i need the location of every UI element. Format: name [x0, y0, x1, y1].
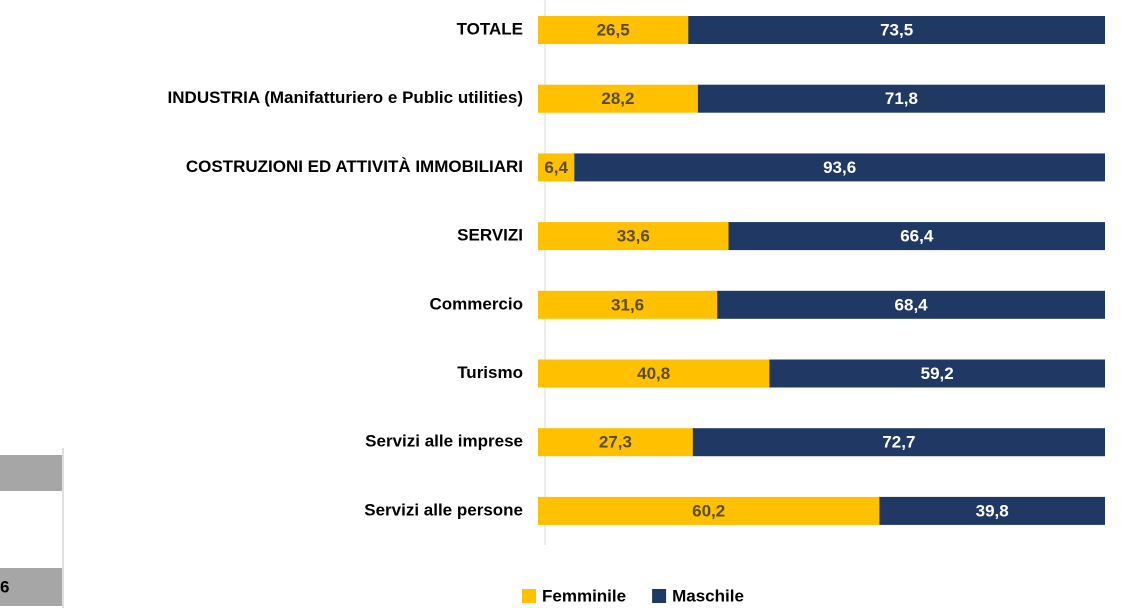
- bar-segment: [538, 428, 693, 457]
- value-label: 33,6: [617, 227, 650, 246]
- bar-segment: [538, 359, 770, 388]
- bar-segment: [728, 222, 1105, 251]
- bar-segment: [717, 290, 1105, 319]
- value-label: 6,4: [544, 158, 568, 177]
- category-label: Servizi alle persone: [364, 500, 523, 519]
- value-label: 60,2: [692, 501, 725, 520]
- value-label: 72,7: [882, 433, 915, 452]
- value-label: 68,4: [895, 295, 929, 314]
- value-label: 39,8: [976, 501, 1009, 520]
- category-label: COSTRUZIONI ED ATTIVITÀ IMMOBILIARI: [186, 157, 523, 176]
- clipped-bar: [0, 568, 62, 606]
- value-label: 71,8: [885, 89, 918, 108]
- value-label: 28,2: [601, 89, 634, 108]
- bar-segment: [538, 290, 718, 319]
- legend-swatch: [652, 589, 667, 603]
- value-label: 66,4: [900, 227, 934, 246]
- value-label: 31,6: [611, 295, 644, 314]
- bar-segment: [692, 428, 1105, 457]
- bar-segment: [688, 16, 1105, 44]
- bar-segment: [769, 359, 1105, 388]
- bar-segment: [879, 496, 1105, 525]
- clipped-bar: [0, 455, 62, 491]
- category-label: Commercio: [429, 294, 523, 313]
- value-label: 93,6: [823, 158, 856, 177]
- value-label: 26,5: [597, 20, 630, 39]
- bar-segment: [538, 84, 698, 113]
- category-label: Turismo: [457, 363, 523, 382]
- category-label: INDUSTRIA (Manifatturiero e Public utili…: [168, 88, 523, 107]
- category-label: Servizi alle imprese: [365, 432, 523, 451]
- legend-swatch: [522, 589, 536, 603]
- bar-segment: [538, 496, 880, 525]
- category-label: TOTALE: [457, 19, 523, 38]
- legend-label: Femminile: [542, 586, 626, 605]
- bar-segment: [538, 16, 689, 44]
- value-label: 73,5: [880, 20, 913, 39]
- value-label: 59,2: [921, 364, 954, 383]
- bar-segment: [697, 84, 1105, 113]
- bar-segment: [538, 153, 575, 182]
- value-label: 27,3: [599, 433, 632, 452]
- category-label: SERVIZI: [457, 226, 523, 245]
- legend-label: Maschile: [672, 586, 744, 605]
- clipped-label: 6: [0, 577, 9, 596]
- bar-segment: [574, 153, 1105, 182]
- value-label: 40,8: [637, 364, 670, 383]
- bar-segment: [538, 222, 729, 251]
